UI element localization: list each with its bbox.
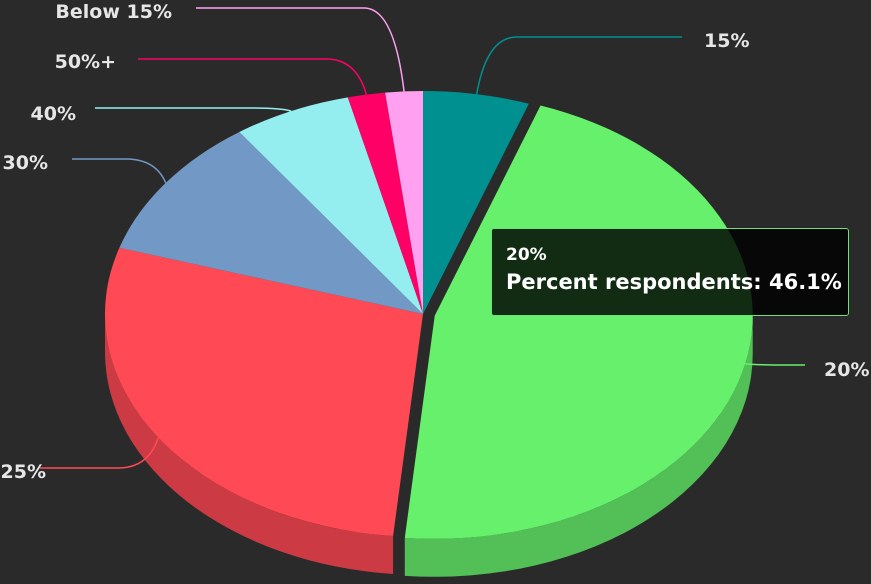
pie-side-20- <box>404 315 753 577</box>
tooltip-title: 20% <box>506 245 547 265</box>
pie-slices <box>105 91 753 539</box>
tooltip-series-name: Percent respondents <box>506 270 754 294</box>
connector-40- <box>95 107 292 112</box>
data-label-50-: 50%+ <box>55 51 116 73</box>
data-labels: 15% 20% 25% 30% 40% 50%+ Below 15% <box>1 1 870 483</box>
connector-25- <box>40 437 160 469</box>
connector-50- <box>138 58 368 95</box>
data-label-30-: 30% <box>3 152 48 174</box>
data-label-below-15-: Below 15% <box>55 1 172 23</box>
data-label-25-: 25% <box>1 461 46 483</box>
tooltip-value: 46.1% <box>768 270 842 294</box>
pie-slice-below-15-[interactable] <box>385 91 423 314</box>
pie-slice-50-[interactable] <box>347 92 423 314</box>
pie-slice-15-[interactable] <box>423 91 529 314</box>
data-label-15-: 15% <box>704 30 749 52</box>
data-label-40-: 40% <box>31 103 76 125</box>
tooltip-row: Percent respondents: 46.1% <box>506 270 842 294</box>
pie-slice-20-[interactable] <box>404 105 753 539</box>
connector-below-15- <box>196 7 405 92</box>
connector-30- <box>72 158 167 184</box>
pie-slice-40-[interactable] <box>239 97 423 314</box>
pie-slice-30-[interactable] <box>119 131 423 314</box>
pie-slice-25-[interactable] <box>105 247 423 537</box>
connector-15- <box>475 36 682 95</box>
connector-20- <box>745 363 805 366</box>
pie-side-25- <box>105 314 394 575</box>
data-label-20-: 20% <box>824 359 869 381</box>
chart-tooltip: 20% Percent respondents: 46.1% <box>491 228 849 316</box>
